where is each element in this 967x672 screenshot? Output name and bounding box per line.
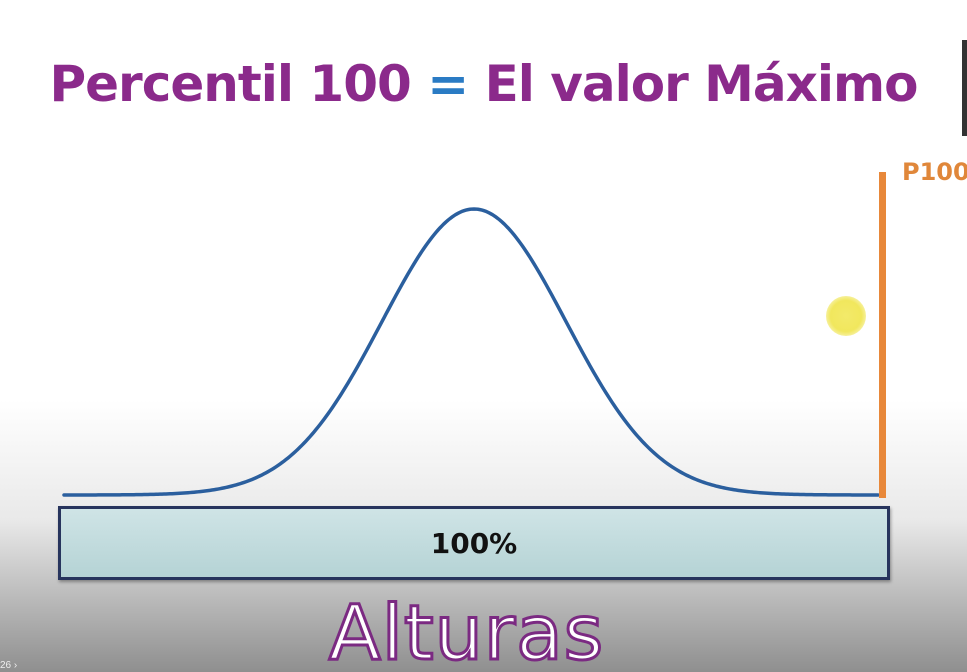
cursor-highlight	[826, 296, 866, 336]
p100-marker-label: P100	[902, 158, 967, 186]
bell-curve-path	[62, 207, 880, 497]
percent-bar: 100%	[58, 506, 890, 580]
title-right-text: El valor Máximo	[484, 55, 919, 113]
title-equals-sign: =	[427, 55, 469, 113]
p100-marker-line	[879, 172, 886, 498]
video-player-hint: 26 ›	[0, 660, 18, 671]
title-left-text: Percentil 100	[49, 55, 411, 113]
percent-bar-label: 100%	[430, 526, 518, 560]
slide-title: Percentil 100 = El valor Máximo	[0, 55, 967, 113]
axis-label-alturas: Alturas	[327, 587, 605, 672]
window-edge-divider	[962, 40, 967, 136]
